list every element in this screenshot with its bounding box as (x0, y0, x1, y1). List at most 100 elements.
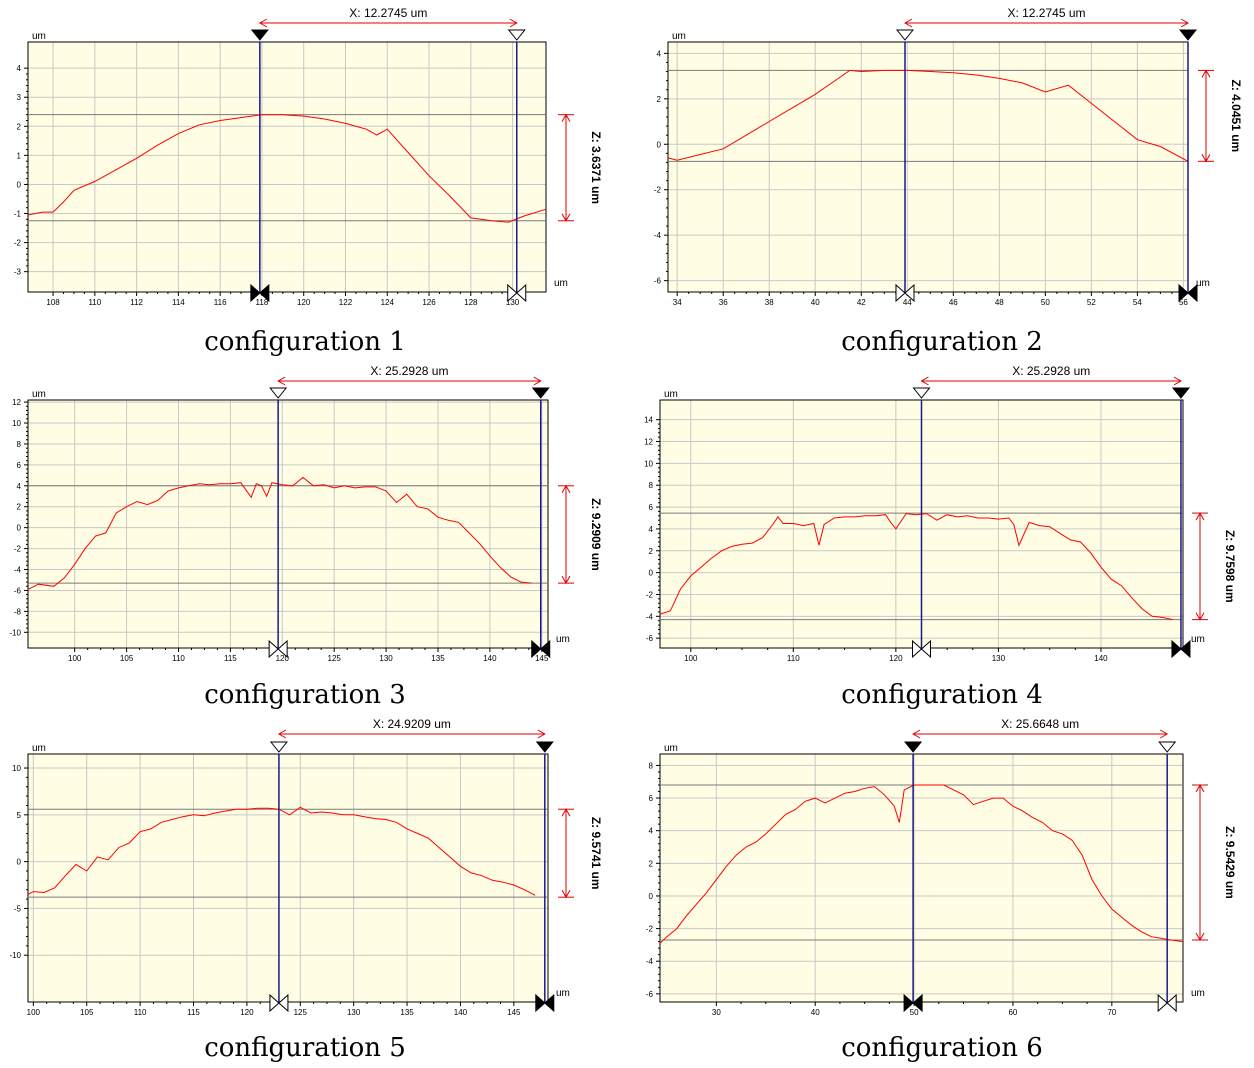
plot-area (27, 41, 547, 293)
y-tick-label: 0 (17, 524, 22, 533)
x-tick-label: 54 (1133, 298, 1142, 307)
y-tick-label: -6 (646, 634, 654, 643)
x-arrowhead-left-icon (258, 18, 268, 28)
x-tick-label: 115 (187, 1008, 200, 1017)
x-unit-label: um (1196, 278, 1210, 289)
cursor-1-bottom-right-marker-icon (904, 283, 915, 303)
y-tick-label: -2 (14, 239, 22, 248)
cursor-2-bottom-left-marker-icon (1171, 639, 1182, 659)
cursor-2-bottom-right-marker-icon (544, 993, 555, 1013)
x-tick-label: 145 (535, 654, 549, 663)
y-tick-label: 4 (649, 827, 654, 836)
plot-area (667, 41, 1189, 293)
x-tick-label: 52 (1087, 298, 1096, 307)
cursor-2-bottom-right-marker-icon (539, 639, 551, 659)
plot-area (27, 753, 549, 1003)
x-tick-label: 50 (910, 1008, 919, 1017)
x-tick-label: 120 (297, 298, 311, 307)
x-tick-label: 140 (454, 1008, 468, 1017)
x-arrowhead-left-icon (912, 729, 921, 739)
y-unit-label: um (32, 743, 46, 754)
y-tick-label: 4 (657, 49, 662, 58)
cursor-2-bottom-left-marker-icon (531, 639, 542, 659)
cursor-1-bottom-left-marker-icon (250, 283, 261, 303)
z-arrowhead-bottom-icon (1201, 154, 1211, 163)
y-tick-label: -4 (646, 612, 654, 621)
y-tick-label: -2 (646, 925, 654, 934)
panel-caption: configuration 5 (204, 1033, 406, 1063)
cursor-2-top-marker-icon (1178, 29, 1198, 41)
y-tick-label: 6 (649, 794, 654, 803)
plot-frame (27, 399, 549, 649)
y-tick-label: -4 (654, 231, 662, 240)
y-tick-label: 8 (17, 440, 22, 449)
z-arrowhead-top-icon (561, 484, 571, 494)
y-unit-label: um (32, 31, 46, 42)
z-arrowhead-top-icon (561, 808, 571, 817)
y-tick-label: 2 (17, 122, 22, 131)
x-tick-label: 128 (464, 298, 478, 307)
chart-panel-5: 100 105 110 115 120 125 130 135 140 145 -10 -5 0 5 10 u… (9, 717, 603, 1063)
cursor-2-top-marker-icon (535, 741, 554, 753)
y-tick-label: -6 (646, 990, 654, 999)
x-tick-label: 135 (400, 1008, 414, 1017)
z-measure-label: Z: 9.5429 um (1223, 826, 1237, 899)
x-arrowhead-left-icon (920, 376, 929, 386)
z-arrowhead-bottom-icon (1195, 932, 1205, 942)
panel-caption: configuration 2 (841, 327, 1043, 357)
x-tick-label: 120 (276, 654, 290, 663)
cursor-2-top-marker-icon (507, 29, 526, 41)
z-arrowhead-top-icon (1195, 783, 1205, 793)
x-tick-label: 114 (172, 298, 185, 307)
z-arrowhead-bottom-icon (561, 213, 571, 222)
x-tick-label: 110 (172, 654, 185, 663)
plot-frame (27, 41, 547, 293)
z-measure-label: Z: 3.6371 um (589, 131, 603, 204)
x-unit-label: um (556, 988, 570, 999)
z-arrowhead-bottom-icon (561, 889, 571, 899)
cursor-1-top-marker-icon (269, 387, 288, 399)
cursor-2-top-marker-icon (1171, 387, 1190, 399)
y-tick-label: -4 (646, 957, 654, 966)
y-tick-label: 5 (17, 811, 22, 820)
chart-panel-3: 100 105 110 115 120 125 130 135 140 145-10-8-6-4-… (9, 364, 603, 710)
profile-line-1 (659, 784, 1184, 944)
y-unit-label: um (672, 31, 686, 42)
y-tick-label: -10 (9, 628, 21, 637)
x-tick-label: 40 (811, 298, 820, 307)
y-tick-label: 10 (12, 764, 21, 773)
x-tick-label: 44 (903, 298, 912, 307)
z-arrowhead-top-icon (1201, 69, 1211, 78)
x-arrowhead-left-icon (277, 729, 287, 739)
y-tick-label: -8 (14, 607, 22, 616)
cursor-2-bottom-right-marker-icon (1166, 993, 1177, 1013)
x-measure-label: X: 25.6648 um (1001, 717, 1079, 731)
y-tick-label: -2 (646, 590, 654, 599)
y-tick-label: 10 (12, 419, 21, 428)
x-arrowhead-right-icon (509, 18, 518, 28)
x-tick-label: 38 (765, 298, 774, 307)
chart-panel-1: 108 110 112 114 116 118 120 122 124 126 128 130-3-2… (14, 6, 603, 357)
x-arrowhead-right-icon (1173, 376, 1182, 386)
x-tick-label: 34 (673, 298, 682, 307)
x-tick-label: 115 (224, 654, 237, 663)
x-tick-label: 130 (347, 1008, 361, 1017)
x-tick-label: 125 (294, 1008, 308, 1017)
x-arrowhead-right-icon (533, 376, 542, 386)
x-unit-label: um (1191, 634, 1205, 645)
x-tick-label: 100 (27, 1008, 41, 1017)
x-tick-label: 30 (712, 1008, 721, 1017)
cursor-2-bottom-right-marker-icon (516, 283, 527, 303)
cursor-2-bottom-right-marker-icon (1180, 639, 1191, 659)
z-measure-label: Z: 9.2909 um (589, 498, 603, 571)
y-tick-label: 0 (17, 858, 22, 867)
plot-area (27, 399, 549, 649)
x-tick-label: 50 (1041, 298, 1050, 307)
y-unit-label: um (664, 389, 678, 400)
y-tick-label: 6 (649, 503, 654, 512)
x-measure-label: X: 24.9209 um (373, 717, 451, 731)
z-measure-label: Z: 9.7598 um (1223, 530, 1237, 603)
cursor-2-bottom-left-marker-icon (507, 283, 518, 303)
x-tick-label: 122 (339, 298, 353, 307)
